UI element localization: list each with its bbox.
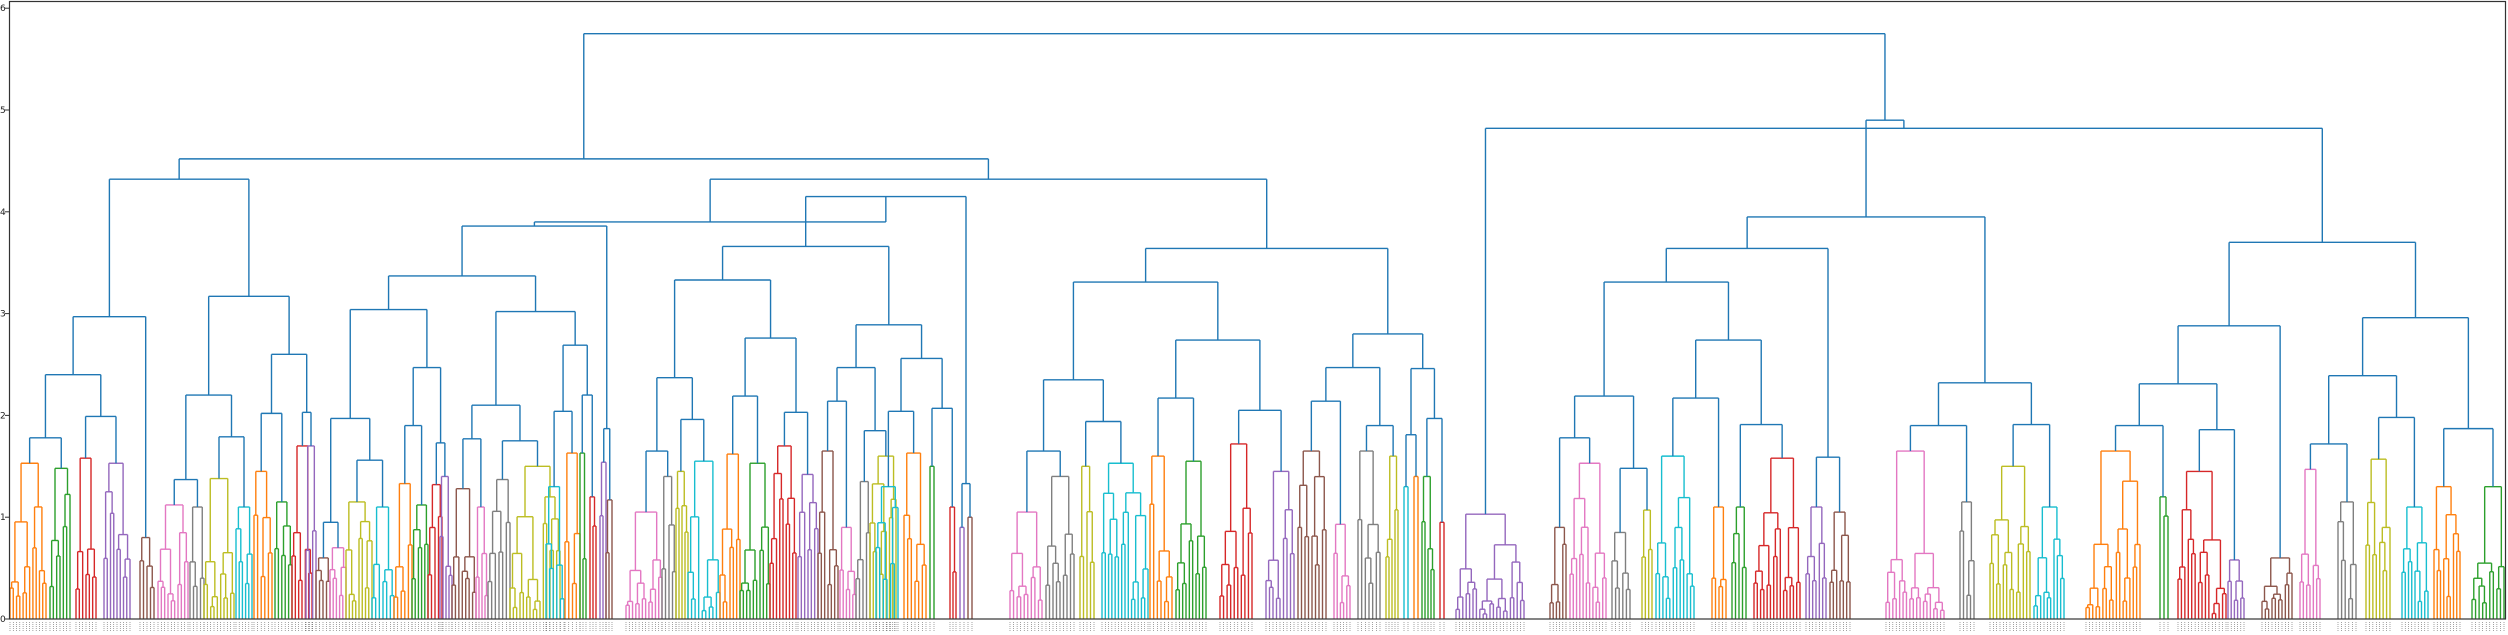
y-tick-label: 1	[0, 513, 6, 523]
y-tick-label: 4	[0, 208, 6, 218]
plot-frame	[8, 0, 2507, 620]
dendrogram-links	[9, 32, 2505, 619]
y-tick-label: 0	[0, 615, 6, 625]
y-tick-label: 6	[0, 4, 6, 14]
y-tick-label: 2	[0, 411, 6, 421]
leaf-label-marks	[9, 622, 2505, 632]
y-tick-label: 5	[0, 106, 6, 116]
y-tick-label: 3	[0, 310, 6, 320]
y-axis: 0 1 2 3 4 5 6	[0, 4, 10, 625]
